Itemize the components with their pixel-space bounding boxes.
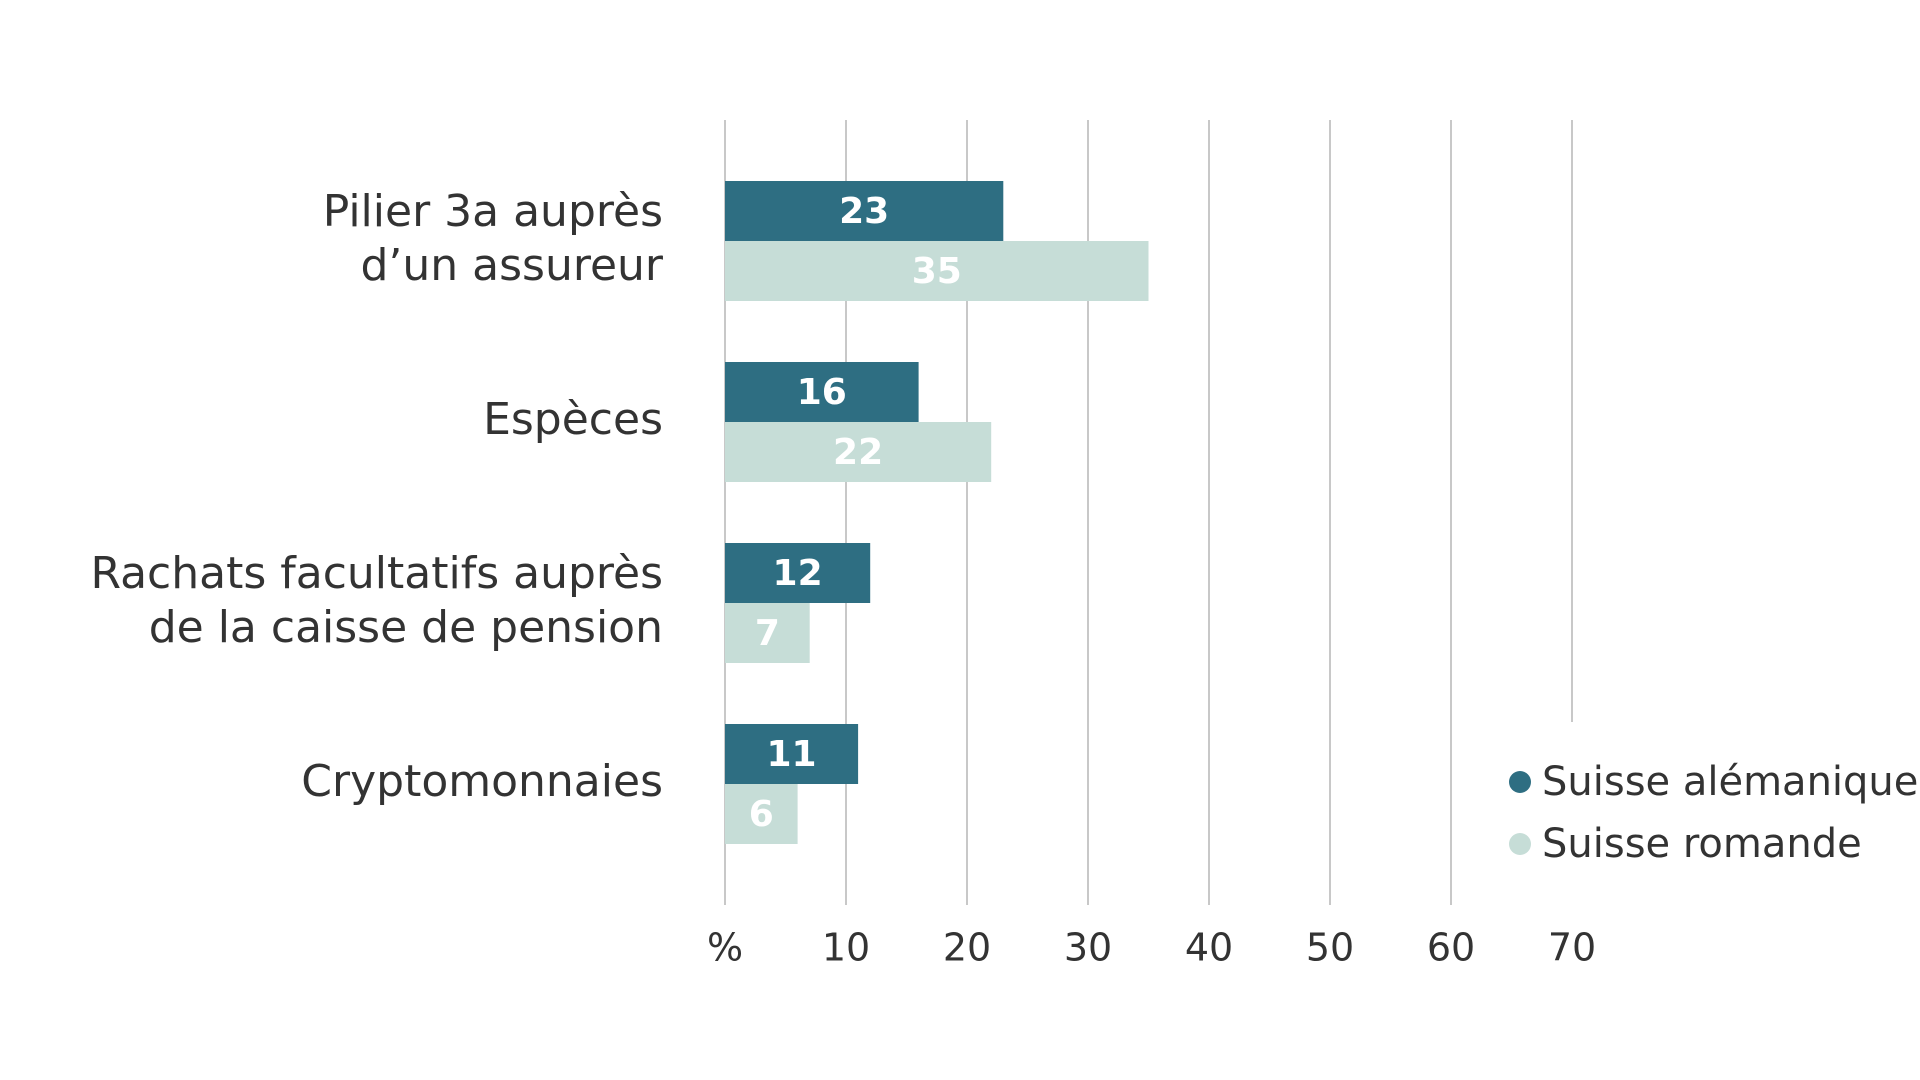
data-label: 12 [773,553,823,594]
bar [725,724,859,784]
bar [725,241,1149,301]
bar [725,422,992,482]
bars: 23 35 16 22 12 7 11 6 [725,181,1149,844]
x-tick-label: 60 [1427,926,1475,970]
bar [725,181,1004,241]
data-label: 22 [833,432,883,473]
legend-marker [1509,833,1531,855]
x-tick-label: 50 [1306,926,1354,970]
bar [725,543,871,603]
legend-label: Suisse alémanique [1542,759,1918,805]
legend: Suisse alémanique Suisse romande [1509,759,1918,867]
data-label: 16 [797,372,847,413]
x-tick-label: 30 [1064,926,1112,970]
data-label: 35 [912,251,962,292]
x-tick-label: 40 [1185,926,1233,970]
legend-label: Suisse romande [1542,821,1862,867]
data-label: 11 [766,734,816,775]
data-label: 6 [749,794,774,835]
x-axis-ticks: % 10 20 30 40 50 60 70 [707,926,1596,970]
legend-marker [1509,771,1531,793]
category-label: Pilier 3a auprès [323,186,663,237]
bar [725,784,798,844]
data-label: 23 [839,191,889,232]
category-label: de la caisse de pension [149,602,663,653]
category-label: Cryptomonnaies [301,756,663,807]
bar [725,603,810,663]
x-tick-label: 10 [822,926,870,970]
data-label: 7 [755,613,780,654]
category-label: d’un assureur [360,240,663,291]
category-label: Espèces [483,394,663,445]
x-tick-label: 20 [943,926,991,970]
bar [725,362,919,422]
x-tick-label: 70 [1548,926,1596,970]
x-tick-label: % [707,926,743,970]
category-label: Rachats facultatifs auprès [90,548,663,599]
